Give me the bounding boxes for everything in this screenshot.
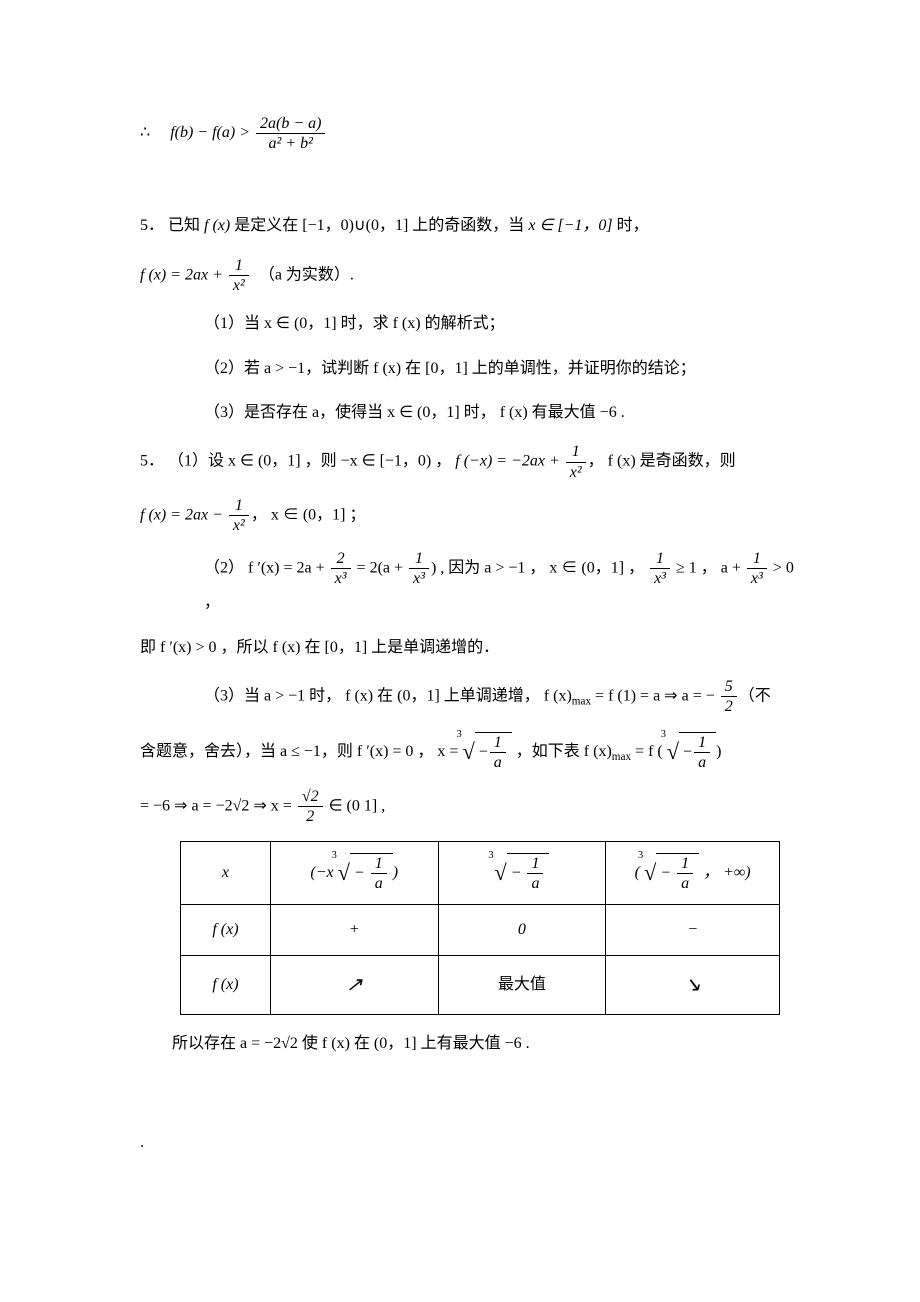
s5-3-l2: 含题意，舍去），当 a ≤ −1，则 f ′(x) = 0 ， x = 3 √−…: [140, 731, 800, 774]
sign-table: x (−x 3 √− 1a ) 3 √− 1a ( 3 √− 1a ，: [180, 841, 780, 1016]
prev-conclusion: ∴ f(b) − f(a) > 2a(b − a) a² + b²: [140, 114, 800, 153]
arrow-up-icon: ↗: [270, 956, 438, 1015]
p5-label: 5．: [140, 217, 164, 234]
lhs: f(b) − f(a) >: [170, 124, 250, 141]
p5-part2: （2）若 a > −1，试判断 f (x) 在 [0，1] 上的单调性，并证明你…: [140, 354, 800, 384]
rhs-fraction: 2a(b − a) a² + b²: [256, 114, 325, 153]
s5-3-l3: = −6 ⇒ a = −2√2 ⇒ x = √22 ∈ (0 1] ,: [140, 787, 800, 826]
s5-conclusion: 所以存在 a = −2√2 使 f (x) 在 (0，1] 上有最大值 −6 .: [140, 1029, 800, 1059]
cuberoot-icon-t3: 3 √− 1a: [644, 852, 699, 895]
cuberoot-icon: 3 √−1a: [462, 731, 511, 774]
p5-part1: （1）当 x ∈ (0，1] 时，求 f (x) 的解析式；: [140, 309, 800, 339]
s5-1-l2: f (x) = 2ax − 1x²， x ∈ (0，1] ；: [140, 496, 800, 535]
page-container: ∴ f(b) − f(a) > 2a(b − a) a² + b² 5． 已知 …: [0, 0, 920, 1302]
cuberoot-icon-t1: 3 √− 1a: [338, 852, 393, 895]
footer-dot: .: [140, 1128, 800, 1158]
arrow-down-icon: ↘: [606, 956, 780, 1015]
s5-1-l1: 5． （1）设 x ∈ (0，1] ，则 −x ∈ [−1，0) ， f (−x…: [140, 442, 800, 481]
p5-stem-l2: f (x) = 2ax + 1x² （a 为实数）.: [140, 256, 800, 295]
table-row: f (x) ↗ 最大值 ↘: [181, 956, 780, 1015]
p5-part3: （3）是否存在 a，使得当 x ∈ (0，1] 时， f (x) 有最大值 −6…: [140, 398, 800, 428]
s5-2-l1: （2） f ′(x) = 2a + 2x³ = 2(a + 1x³) , 因为 …: [140, 549, 800, 619]
cuberoot-icon-2: 3 √−1a: [667, 731, 716, 774]
p5-stem-l1: 5． 已知 f (x) 是定义在 [−1，0)∪(0，1] 上的奇函数，当 x …: [140, 211, 800, 241]
table-row: f (x) + 0 −: [181, 905, 780, 956]
cuberoot-icon-t2: 3 √− 1a: [494, 852, 549, 895]
p5-frac: 1x²: [229, 256, 249, 295]
s5-2-l2: 即 f ′(x) > 0 ，所以 f (x) 在 [0，1] 上是单调递增的．: [140, 633, 800, 663]
therefore-symbol: ∴: [140, 124, 150, 141]
table-row: x (−x 3 √− 1a ) 3 √− 1a ( 3 √− 1a ，: [181, 841, 780, 905]
s5-3-l1: （3）当 a > −1 时， f (x) 在 (0，1] 上单调递增， f (x…: [140, 677, 800, 716]
